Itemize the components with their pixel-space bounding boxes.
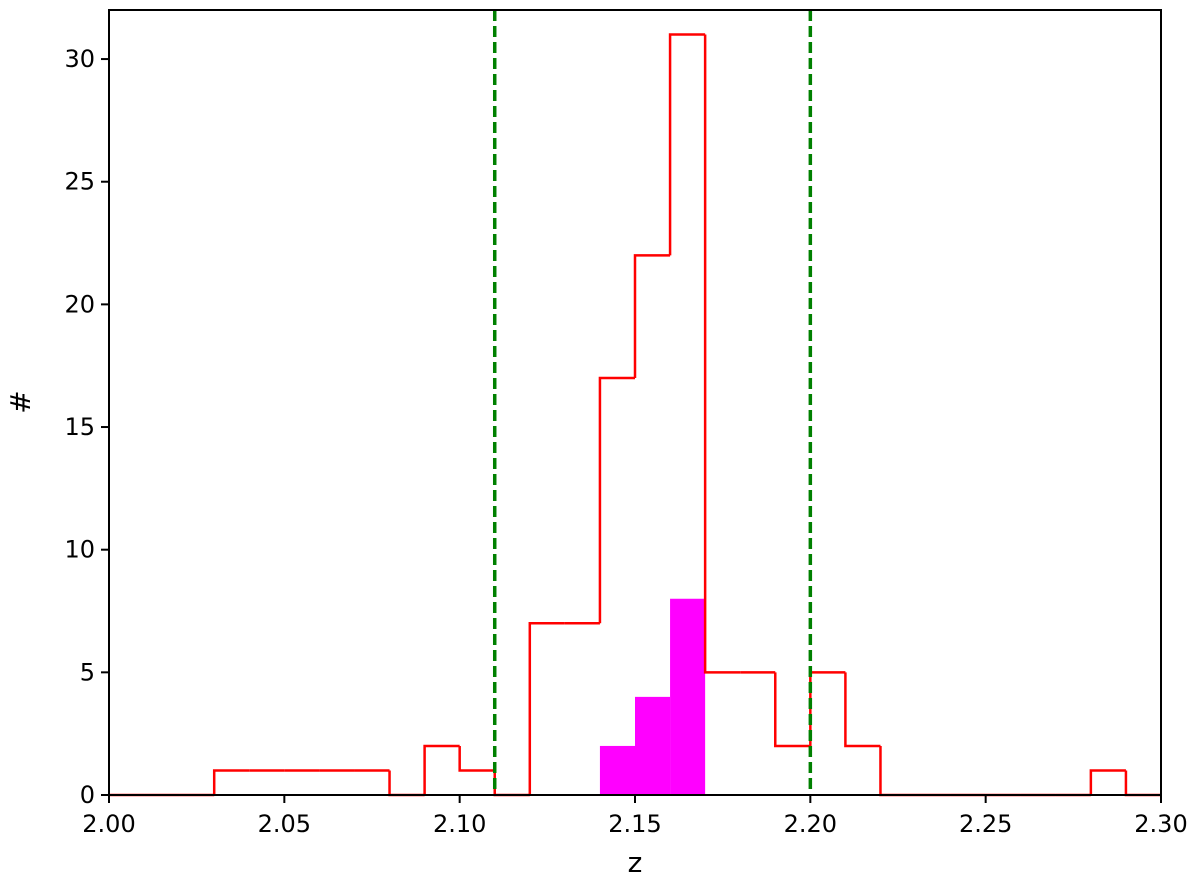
x-tick-label: 2.00 (82, 810, 135, 838)
y-tick-label: 15 (64, 413, 95, 441)
plot-frame (108, 9, 1162, 796)
hist-step (668, 33, 706, 256)
y-tick-label: 10 (64, 536, 95, 564)
hist-step (1124, 770, 1161, 797)
y-tick-label: 25 (64, 168, 95, 196)
hist-step (633, 254, 671, 378)
hist-step (458, 745, 495, 772)
hist-step (528, 622, 565, 795)
hist-bar (635, 696, 671, 795)
y-tick-label: 5 (80, 658, 95, 686)
hist-bar (599, 745, 635, 795)
hist-step (1089, 769, 1126, 795)
hist-step (844, 672, 881, 748)
hist-bar (670, 598, 706, 795)
hist-step (703, 34, 741, 674)
y-tick-label: 20 (64, 290, 95, 318)
x-tick-label: 2.20 (784, 810, 837, 838)
x-tick-label: 2.15 (608, 810, 661, 838)
x-tick-label: 2.05 (258, 810, 311, 838)
hist-step (388, 770, 425, 797)
x-axis-label: z (628, 846, 643, 879)
x-tick-label: 2.25 (959, 810, 1012, 838)
x-tick-label: 2.30 (1134, 810, 1187, 838)
hist-step (493, 770, 530, 797)
x-tick-label: 2.10 (433, 810, 486, 838)
y-tick-label: 0 (80, 781, 95, 809)
y-tick-label: 30 (64, 45, 95, 73)
hist-step (774, 672, 811, 748)
y-axis-label: # (4, 390, 37, 413)
hist-step (809, 671, 846, 746)
hist-step (423, 744, 460, 795)
hist-step (212, 769, 250, 795)
hist-step (598, 376, 635, 624)
hist-step (879, 745, 916, 797)
